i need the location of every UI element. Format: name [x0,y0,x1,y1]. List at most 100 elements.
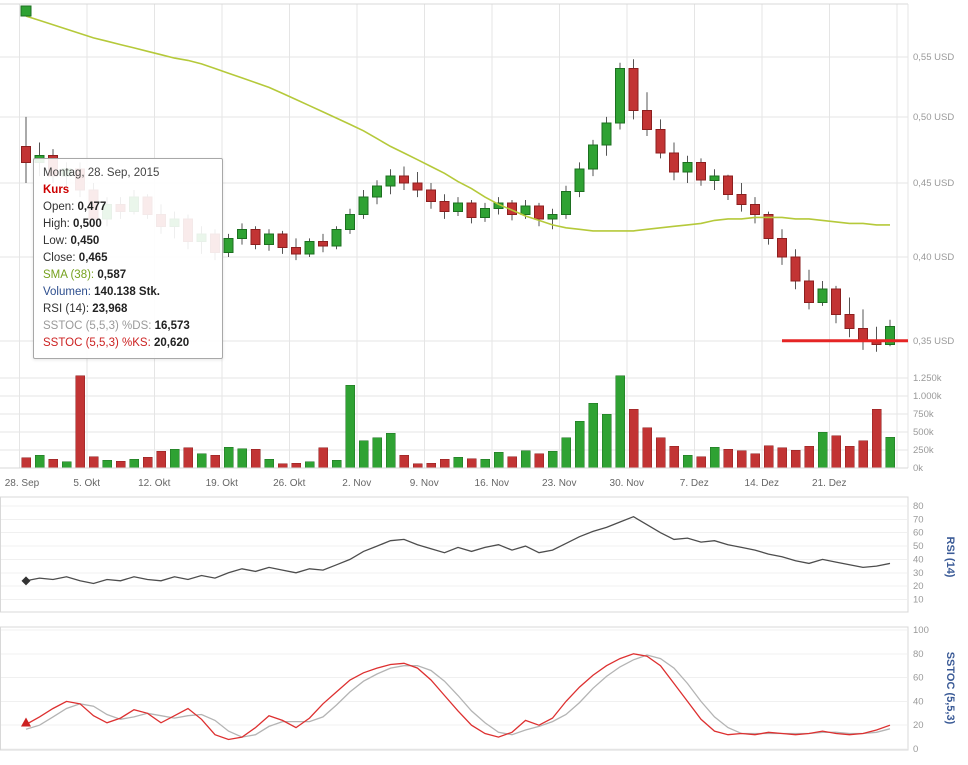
candle-body [426,189,436,202]
volume-bar [304,461,315,469]
candle-body [817,288,828,304]
candle[interactable] [817,281,828,306]
candle[interactable] [709,169,720,190]
candle-body [736,193,747,205]
candle[interactable] [223,233,234,257]
candle[interactable] [331,226,342,250]
volume-bar [61,461,72,469]
candle[interactable] [804,269,814,310]
candle[interactable] [412,172,423,198]
candle[interactable] [480,202,490,222]
candle[interactable] [588,139,598,177]
volume-bar [790,449,801,469]
candle[interactable] [682,155,693,183]
sstoc-start-marker [21,717,31,727]
candle-body [453,202,463,213]
volume-bar [831,435,841,469]
rsi-pane-label: RSI (14) [944,537,956,578]
candle[interactable] [574,162,585,198]
volume-bar [750,453,760,469]
volume-bar [763,445,774,469]
volume-bar [385,433,396,469]
candle-body [588,144,598,170]
volume-bar [264,459,274,469]
candle[interactable] [426,183,436,209]
candle[interactable] [466,200,477,224]
candle[interactable] [358,190,369,219]
candle[interactable] [628,59,639,120]
candle[interactable] [723,174,733,200]
candle[interactable] [304,238,315,257]
volume-bar [507,456,517,469]
candle[interactable] [318,233,328,253]
tooltip-row-value: 0,587 [94,269,127,281]
candle-body [669,152,679,173]
candle[interactable] [453,197,463,216]
volume-bar [858,440,868,469]
candle[interactable] [655,119,666,159]
candle-body [250,228,261,246]
volume-bar [655,437,666,469]
tooltip-row-value: 0,477 [74,201,107,213]
candle[interactable] [844,297,855,338]
candle[interactable] [534,202,544,227]
volume-bar [642,427,652,469]
candle[interactable] [885,319,895,347]
volume-bar [291,462,301,469]
candle[interactable] [736,183,747,212]
candle[interactable] [601,116,612,156]
price-axis-label: 0,40 USD [913,252,954,263]
candle[interactable] [237,223,247,245]
volume-bars[interactable] [21,375,895,469]
candle[interactable] [277,230,288,254]
candle-body [520,205,531,216]
candle[interactable] [696,158,706,186]
candle-body [790,256,801,282]
sstoc-pane[interactable] [0,626,909,751]
candle[interactable] [21,116,31,183]
candle[interactable] [777,229,787,265]
candle[interactable] [399,166,409,191]
candle[interactable] [615,62,625,130]
sstoc-axis-label: 60 [913,673,924,684]
candle[interactable] [790,249,801,290]
candle[interactable] [345,208,355,234]
tooltip-row-value: 0,465 [75,252,108,264]
candle[interactable] [372,180,382,205]
week-gridlines [18,4,898,468]
volume-bar [358,440,369,469]
rsi-line [25,515,891,585]
date-label: 16. Nov [475,478,509,489]
candle-body [547,214,558,220]
candle[interactable] [439,194,450,219]
candle[interactable] [250,226,261,250]
volume-bar [615,375,625,469]
rsi-pane[interactable] [0,496,909,613]
volume-bar [466,458,477,469]
volume-bar [709,446,720,469]
candle[interactable] [858,309,868,350]
sstoc-axis-label: 20 [913,720,924,731]
candle[interactable] [291,238,301,261]
candle-body [615,68,625,124]
volume-bar [142,456,153,469]
candle[interactable] [385,169,396,195]
candle[interactable] [642,92,652,136]
tooltip-row-label: SMA (38): [43,269,95,281]
tooltip-row: SMA (38): 0,587 [43,267,213,284]
volume-bar [277,463,288,469]
candle[interactable] [547,208,558,230]
candle[interactable] [763,211,774,245]
tooltip-row: High: 0,500 [43,216,213,233]
candle[interactable] [831,285,841,324]
candle[interactable] [264,229,274,251]
candle-body [318,241,328,247]
date-label: 12. Okt [138,478,170,489]
candle[interactable] [871,326,882,352]
sma-line [25,15,890,232]
volume-bar [601,413,612,469]
candle[interactable] [750,197,760,224]
candle[interactable] [669,142,679,181]
candle[interactable] [561,185,571,219]
